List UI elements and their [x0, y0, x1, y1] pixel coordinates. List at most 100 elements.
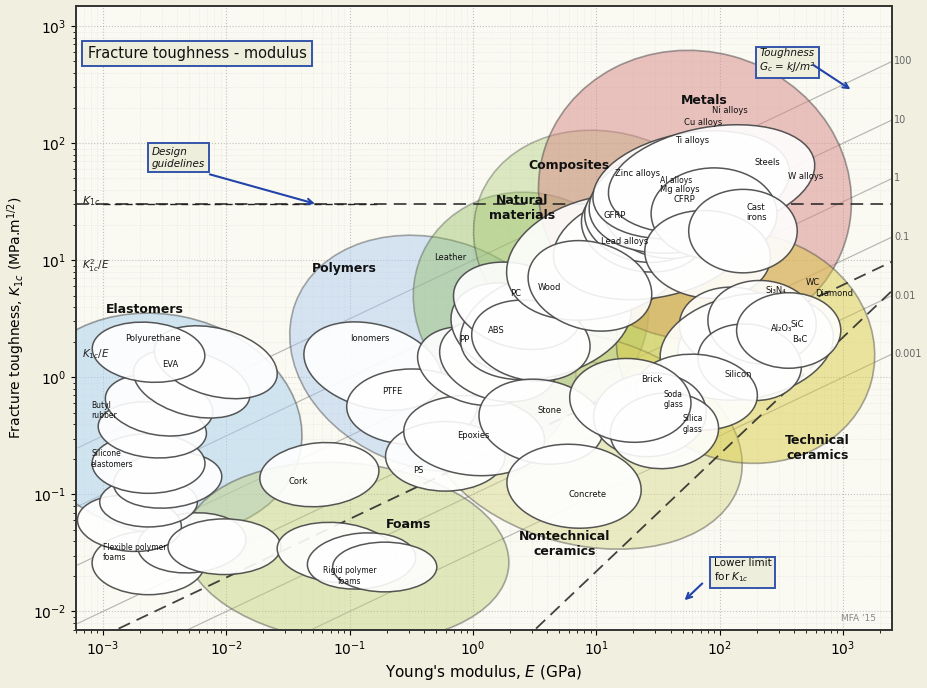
Text: PS: PS — [413, 466, 424, 475]
Text: Mg alloys: Mg alloys — [660, 185, 700, 194]
Text: $K_{1c}^2/E$: $K_{1c}^2/E$ — [83, 257, 110, 274]
Text: ABS: ABS — [489, 326, 505, 335]
Text: Ti alloys: Ti alloys — [675, 136, 709, 145]
Ellipse shape — [608, 125, 815, 233]
Ellipse shape — [737, 292, 841, 368]
Text: EVA: EVA — [162, 361, 178, 369]
Ellipse shape — [439, 319, 557, 402]
Text: PTFE: PTFE — [382, 387, 402, 396]
Text: $K_{1c}/E$: $K_{1c}/E$ — [83, 347, 110, 361]
Ellipse shape — [553, 187, 750, 300]
Text: $K_{1c}$: $K_{1c}$ — [83, 195, 101, 208]
Text: Cork: Cork — [288, 477, 308, 486]
Ellipse shape — [616, 233, 875, 464]
Ellipse shape — [479, 379, 603, 464]
Ellipse shape — [678, 310, 791, 398]
Ellipse shape — [698, 324, 801, 400]
Text: Lead alloys: Lead alloys — [602, 237, 649, 246]
Ellipse shape — [610, 393, 718, 469]
Ellipse shape — [98, 402, 207, 458]
Text: Ni alloys: Ni alloys — [712, 105, 747, 115]
Text: Metals: Metals — [681, 94, 728, 107]
Text: 1: 1 — [895, 173, 900, 184]
Ellipse shape — [22, 313, 302, 535]
Ellipse shape — [92, 433, 205, 493]
Text: Flexible polymer
foams: Flexible polymer foams — [103, 543, 167, 562]
Ellipse shape — [277, 522, 396, 583]
Text: Leather: Leather — [434, 253, 466, 262]
Text: Butyl
rubber: Butyl rubber — [91, 401, 117, 420]
Ellipse shape — [184, 462, 509, 643]
Ellipse shape — [133, 350, 250, 418]
Text: Ionomers: Ionomers — [349, 334, 389, 343]
Ellipse shape — [636, 354, 757, 430]
Text: 0.1: 0.1 — [895, 232, 909, 242]
Ellipse shape — [593, 373, 706, 457]
Text: Al₂O₃: Al₂O₃ — [771, 324, 792, 333]
Text: 0.001: 0.001 — [895, 349, 921, 359]
Ellipse shape — [585, 178, 703, 262]
Text: Si₃N₄: Si₃N₄ — [766, 286, 786, 295]
Text: 100: 100 — [895, 56, 912, 67]
Text: Composites: Composites — [528, 159, 610, 171]
Text: Elastomers: Elastomers — [107, 303, 184, 316]
Ellipse shape — [593, 131, 790, 239]
Text: PP: PP — [459, 335, 469, 344]
Ellipse shape — [461, 270, 631, 380]
Ellipse shape — [168, 519, 281, 574]
Ellipse shape — [570, 358, 691, 442]
Ellipse shape — [155, 325, 277, 399]
Ellipse shape — [660, 293, 833, 400]
Text: Brick: Brick — [641, 376, 662, 385]
Text: Natural
materials: Natural materials — [489, 194, 555, 222]
Text: Zinc alloys: Zinc alloys — [616, 169, 660, 178]
Ellipse shape — [333, 542, 437, 592]
Ellipse shape — [474, 130, 749, 367]
Text: Design
guidelines: Design guidelines — [152, 147, 205, 169]
Ellipse shape — [602, 162, 727, 259]
Text: Soda
glass: Soda glass — [664, 389, 683, 409]
Ellipse shape — [528, 241, 652, 331]
Ellipse shape — [93, 322, 205, 383]
Ellipse shape — [679, 287, 788, 367]
Ellipse shape — [308, 533, 415, 589]
Text: Stone: Stone — [538, 406, 562, 415]
Ellipse shape — [507, 444, 641, 528]
Ellipse shape — [645, 211, 770, 299]
Ellipse shape — [590, 142, 776, 253]
Text: 10: 10 — [895, 115, 907, 125]
Text: GFRP: GFRP — [603, 211, 626, 220]
Text: Fracture toughness - modulus: Fracture toughness - modulus — [87, 46, 307, 61]
Ellipse shape — [413, 192, 649, 415]
Ellipse shape — [290, 235, 576, 472]
Text: Polymers: Polymers — [311, 262, 376, 275]
Text: Cast
irons: Cast irons — [746, 203, 768, 222]
Text: 0.01: 0.01 — [895, 290, 916, 301]
Text: Cu alloys: Cu alloys — [684, 118, 722, 127]
Text: Technical
ceramics: Technical ceramics — [785, 434, 850, 462]
Text: Wood: Wood — [539, 283, 562, 292]
Y-axis label: Fracture toughness, $K_{1c}$ (MPa.m$^{1/2}$): Fracture toughness, $K_{1c}$ (MPa.m$^{1/… — [6, 196, 27, 439]
Text: Foams: Foams — [386, 518, 431, 531]
Text: CFRP: CFRP — [674, 195, 695, 204]
Text: Lower limit
for $K_{1c}$: Lower limit for $K_{1c}$ — [714, 559, 772, 584]
Text: SiC: SiC — [791, 321, 805, 330]
Ellipse shape — [113, 452, 222, 508]
Text: W alloys: W alloys — [788, 172, 823, 181]
Ellipse shape — [506, 195, 692, 320]
Text: Epoxies: Epoxies — [457, 431, 489, 440]
Ellipse shape — [581, 183, 706, 272]
X-axis label: Young's modulus, $E$ (GPa): Young's modulus, $E$ (GPa) — [386, 663, 582, 682]
Text: MFA '15: MFA '15 — [841, 614, 876, 623]
Ellipse shape — [651, 168, 777, 259]
Ellipse shape — [347, 369, 477, 444]
Ellipse shape — [423, 331, 743, 549]
Text: Al alloys: Al alloys — [660, 176, 692, 185]
Ellipse shape — [539, 50, 852, 341]
Text: WC: WC — [806, 278, 820, 287]
Ellipse shape — [451, 283, 578, 378]
Text: Steels: Steels — [754, 158, 780, 167]
Ellipse shape — [106, 374, 213, 436]
Text: Silicone
elastomers: Silicone elastomers — [91, 449, 133, 469]
Ellipse shape — [404, 396, 544, 475]
